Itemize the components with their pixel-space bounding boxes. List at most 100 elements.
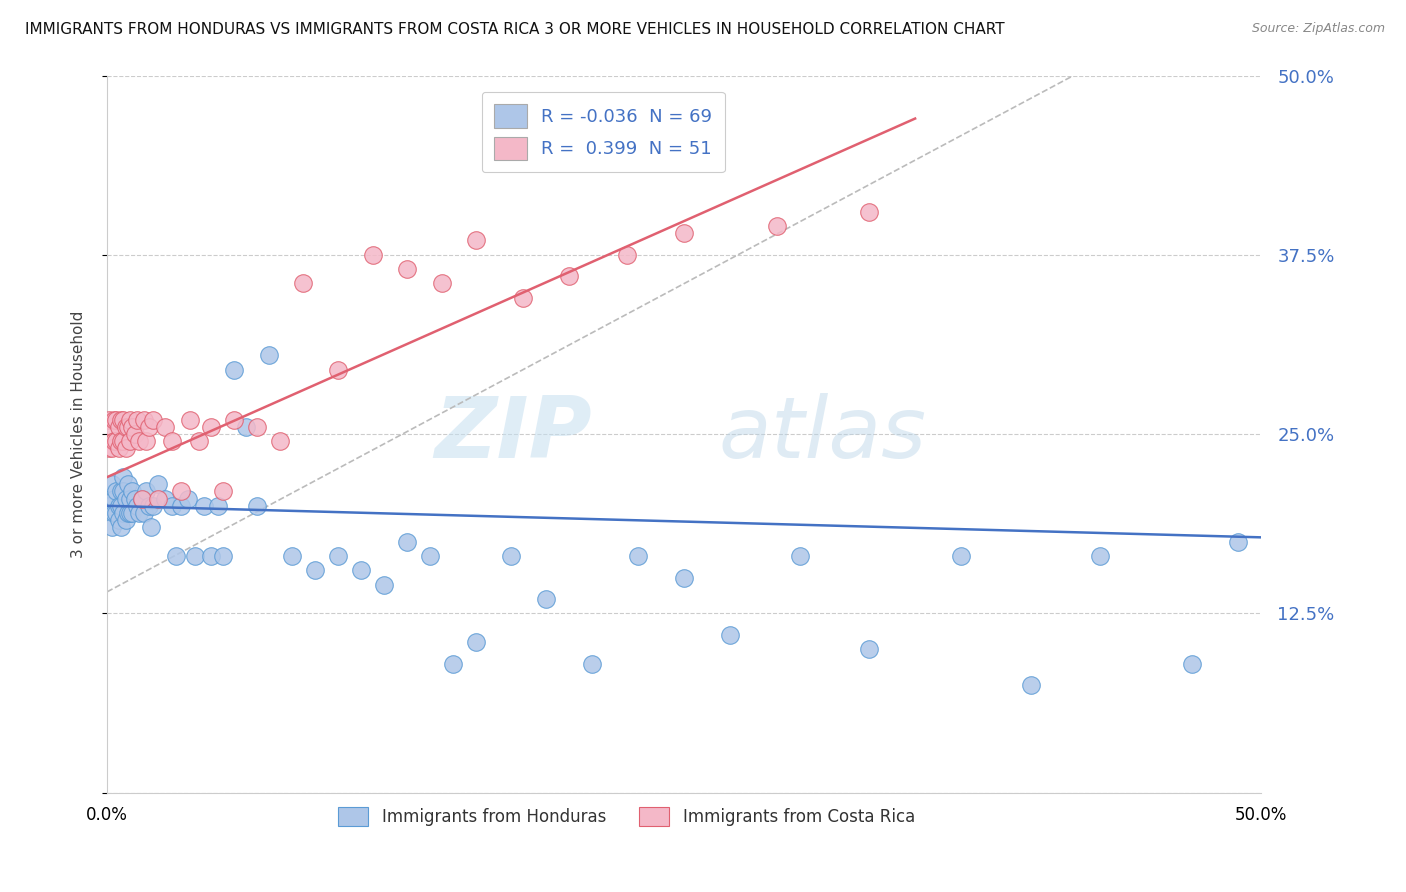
Point (179, 413, 201, 427)
Point (107, 442, 129, 456)
Point (105, 484, 128, 499)
Point (419, 549, 441, 563)
Point (103, 506, 125, 520)
Point (1088, 549, 1111, 563)
Point (128, 506, 150, 520)
Point (326, 362, 349, 376)
Point (103, 413, 125, 427)
Point (581, 657, 603, 671)
Point (558, 269, 581, 284)
Point (246, 420, 269, 434)
Point (281, 549, 304, 563)
Legend: Immigrants from Honduras, Immigrants from Costa Rica: Immigrants from Honduras, Immigrants fro… (330, 798, 924, 835)
Point (100, 442, 122, 456)
Point (211, 549, 233, 563)
Point (100, 477, 122, 491)
Point (110, 434, 132, 449)
Point (441, 657, 464, 671)
Point (304, 563, 326, 577)
Point (200, 549, 222, 563)
Point (858, 204, 880, 219)
Point (396, 534, 419, 549)
Point (103, 434, 125, 449)
Point (350, 563, 373, 577)
Point (1019, 678, 1042, 692)
Point (114, 491, 136, 506)
Point (789, 549, 811, 563)
Point (501, 549, 523, 563)
Point (121, 506, 143, 520)
Point (184, 549, 207, 563)
Point (114, 442, 136, 456)
Point (105, 506, 128, 520)
Point (200, 420, 222, 434)
Point (127, 499, 149, 513)
Point (153, 420, 176, 434)
Point (193, 499, 215, 513)
Point (105, 413, 128, 427)
Point (112, 413, 135, 427)
Point (146, 491, 169, 506)
Point (124, 427, 146, 442)
Point (188, 434, 211, 449)
Text: atlas: atlas (718, 392, 927, 475)
Point (138, 420, 160, 434)
Point (100, 520, 122, 534)
Point (114, 513, 136, 527)
Point (114, 420, 136, 434)
Point (110, 413, 132, 427)
Point (465, 635, 488, 649)
Point (100, 420, 122, 434)
Point (121, 420, 143, 434)
Point (430, 277, 453, 291)
Point (139, 520, 162, 534)
Point (107, 513, 129, 527)
Point (120, 434, 142, 449)
Point (132, 506, 155, 520)
Point (124, 491, 146, 506)
Point (142, 499, 165, 513)
Point (235, 420, 257, 434)
Point (117, 420, 139, 434)
Point (146, 477, 169, 491)
Point (269, 434, 291, 449)
Point (110, 484, 132, 499)
Point (110, 520, 132, 534)
Point (673, 227, 696, 241)
Point (135, 484, 157, 499)
Point (396, 262, 419, 277)
Point (534, 592, 557, 607)
Point (165, 549, 187, 563)
Point (222, 413, 245, 427)
Point (142, 413, 165, 427)
Point (127, 413, 149, 427)
Point (98, 413, 121, 427)
Point (107, 499, 129, 513)
Point (257, 348, 280, 362)
Point (128, 434, 150, 449)
Point (326, 549, 349, 563)
Point (107, 420, 129, 434)
Point (131, 491, 153, 506)
Point (718, 628, 741, 642)
Point (858, 642, 880, 657)
Point (627, 549, 650, 563)
Point (120, 413, 142, 427)
Point (222, 362, 245, 376)
Point (112, 484, 135, 499)
Point (105, 434, 128, 449)
Point (112, 506, 135, 520)
Point (98, 499, 121, 513)
Point (138, 499, 160, 513)
Point (673, 570, 696, 584)
Point (765, 219, 787, 233)
Text: ZIP: ZIP (434, 392, 592, 475)
Point (373, 577, 395, 591)
Point (177, 491, 200, 506)
Point (170, 499, 193, 513)
Point (246, 499, 269, 513)
Point (131, 491, 153, 506)
Point (160, 499, 183, 513)
Point (110, 499, 132, 513)
Point (1227, 534, 1250, 549)
